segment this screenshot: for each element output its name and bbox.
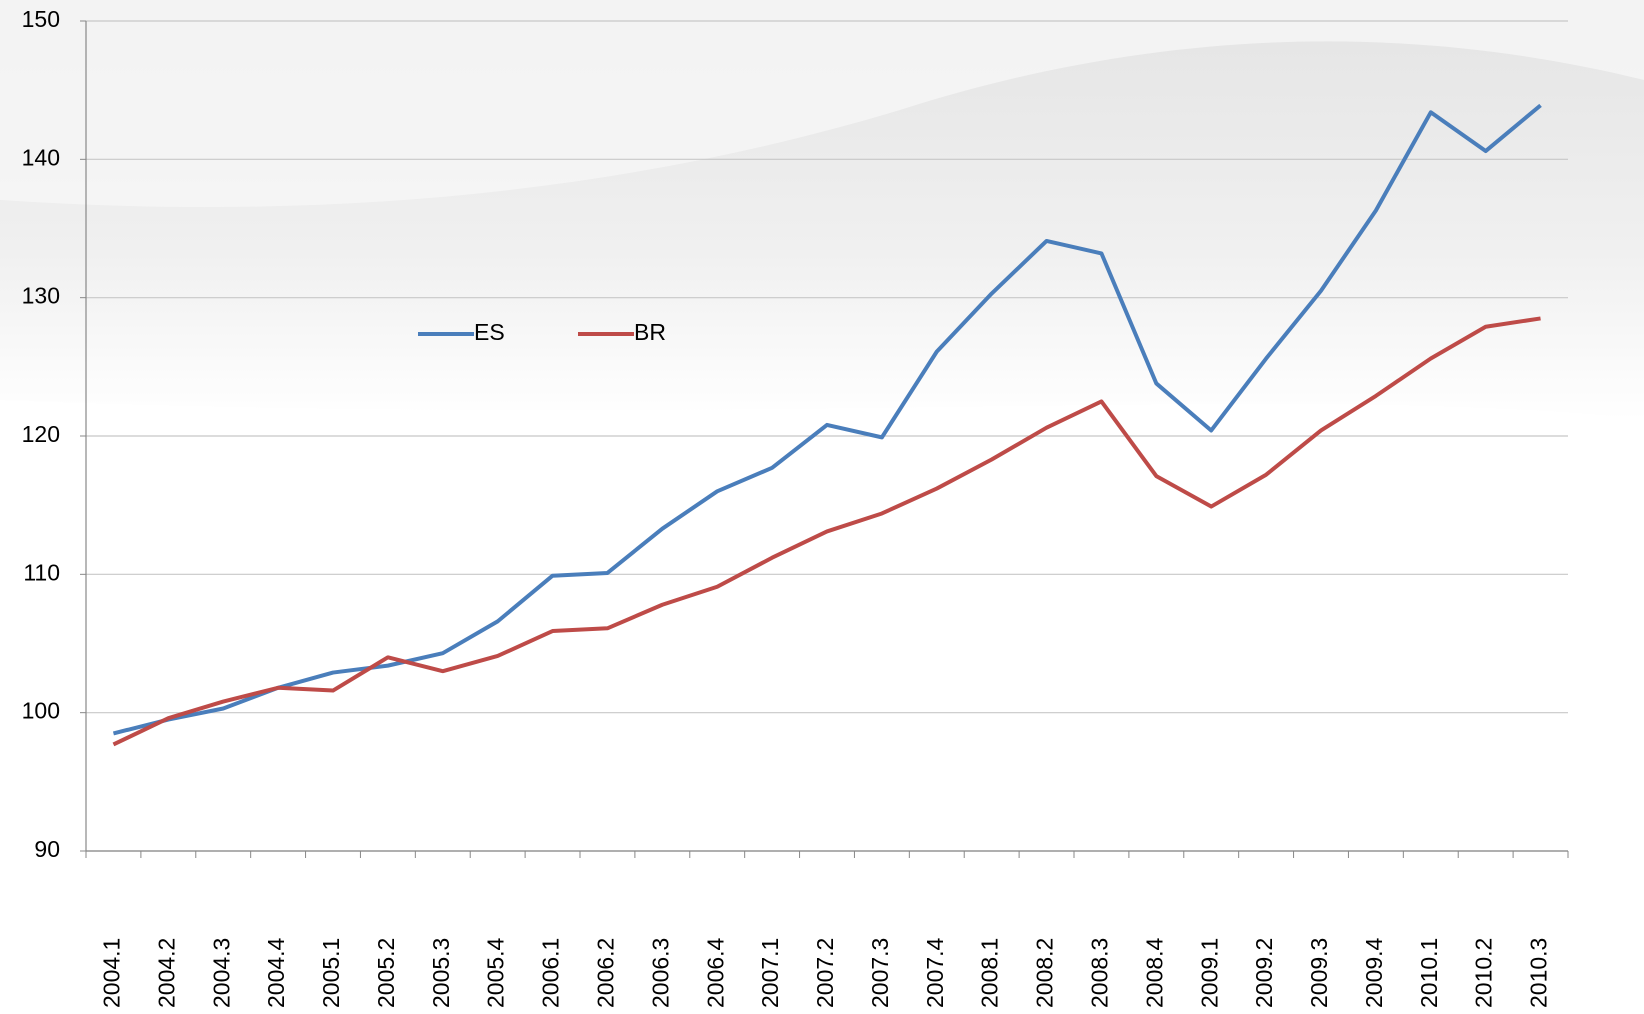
- x-tick-label: 2010.1: [1416, 938, 1442, 1008]
- x-tick-label: 2004.4: [263, 937, 289, 1008]
- x-tick-label: 2008.1: [977, 938, 1003, 1008]
- x-tick-label: 2005.4: [483, 937, 509, 1008]
- y-tick-label: 140: [22, 144, 60, 170]
- y-tick-label: 90: [34, 836, 60, 862]
- x-tick-label: 2007.1: [757, 938, 783, 1008]
- x-tick-label: 2007.2: [812, 938, 838, 1008]
- y-tick-label: 150: [22, 6, 60, 32]
- x-tick-label: 2004.1: [99, 938, 125, 1008]
- series-line: [112, 103, 1542, 736]
- x-tick-label: 2009.1: [1196, 938, 1222, 1008]
- y-tick-label: 120: [22, 421, 60, 447]
- plot-area: 90 100 110 120 130 140 150 2004.1 2004.2 2004.3 20…: [22, 6, 1569, 1008]
- x-tick-label: 2005.2: [373, 938, 399, 1008]
- x-tick-label: 2005.1: [318, 938, 344, 1008]
- x-tick-label: 2008.3: [1087, 938, 1113, 1008]
- y-tick-label: 110: [23, 559, 60, 585]
- x-tick-label: 2004.3: [208, 938, 234, 1008]
- x-tick-label: 2006.4: [702, 937, 728, 1008]
- x-tick-label: 2009.3: [1306, 938, 1332, 1008]
- x-tick-label: 2004.2: [153, 938, 179, 1008]
- series-line: [112, 316, 1541, 747]
- x-tick-label: 2009.4: [1361, 937, 1387, 1008]
- background-wave-band: [0, 0, 1644, 208]
- x-tick-label: 2009.2: [1251, 938, 1277, 1008]
- y-tick-label: 130: [22, 283, 60, 309]
- x-tick-label: 2010.2: [1471, 938, 1497, 1008]
- x-tick-label: 2005.3: [428, 938, 454, 1008]
- x-tick-label: 2006.1: [538, 938, 564, 1008]
- x-tick-label: 2007.4: [922, 937, 948, 1008]
- x-tick-label: 2007.3: [867, 938, 893, 1008]
- x-tick-label: 2006.2: [593, 938, 619, 1008]
- x-tick-label: 2008.4: [1141, 937, 1167, 1008]
- legend-label: ES: [474, 319, 505, 345]
- x-tick-label: 2008.2: [1032, 938, 1058, 1008]
- y-tick-label: 100: [22, 698, 60, 724]
- x-tick-label: 2006.3: [647, 938, 673, 1008]
- x-tick-label: 2010.3: [1526, 938, 1552, 1008]
- legend-label: BR: [634, 319, 666, 345]
